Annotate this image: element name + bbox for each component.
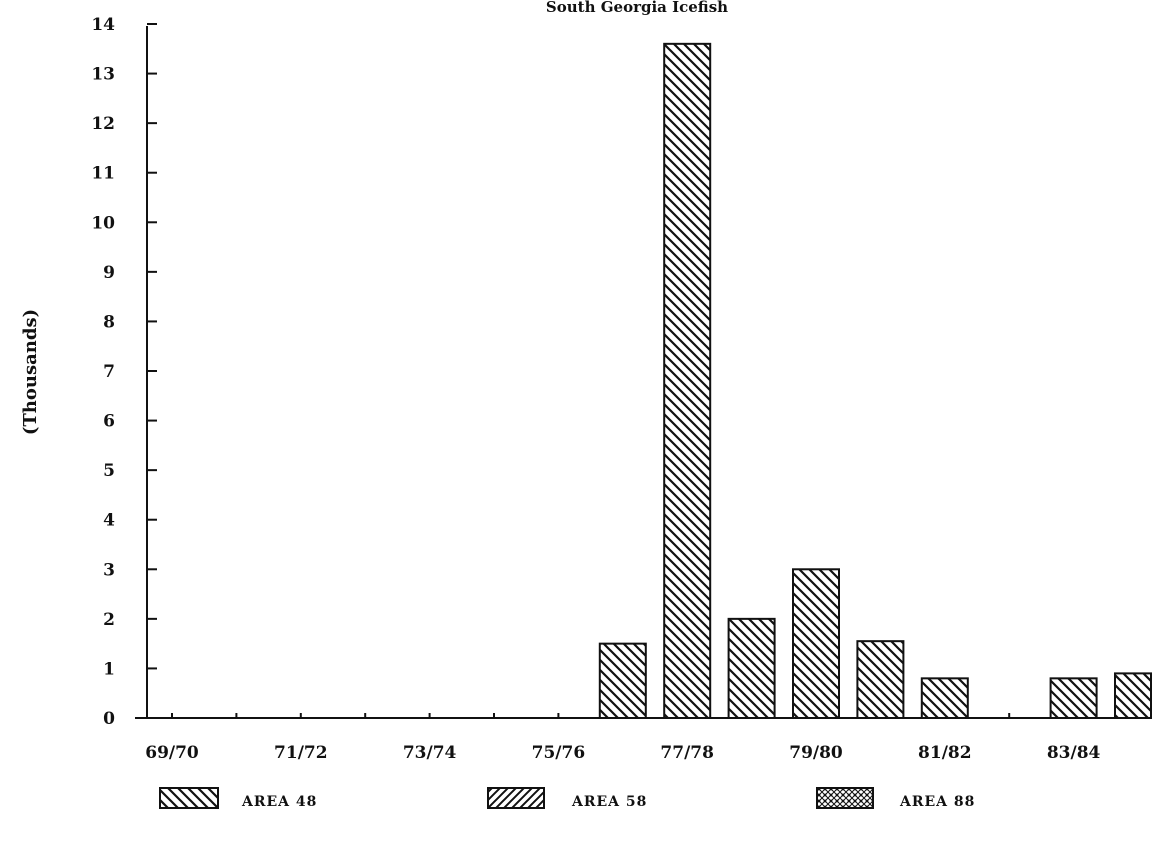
y-tick-label: 3 (103, 560, 115, 580)
y-tick-label: 0 (103, 709, 115, 729)
y-tick-label: 6 (103, 412, 115, 432)
bar-area-48-84-85 (1114, 672, 1152, 720)
bar-area-48-79-80 (792, 568, 840, 719)
chart-title: South Georgia Icefish (546, 0, 728, 16)
y-tick-label: 13 (91, 65, 115, 85)
y-tick-label: 4 (103, 511, 115, 531)
y-tick-label: 14 (91, 15, 115, 35)
legend: AREA 48 AREA 58 AREA 88 (159, 787, 975, 810)
legend-item-area-48: AREA 48 (159, 787, 317, 810)
y-tick-label: 1 (103, 659, 115, 679)
y-tick-label: 2 (103, 610, 115, 630)
y-axis-label: (Thousands) (20, 309, 41, 435)
bar-area-48-80-81 (856, 640, 905, 720)
legend-label-area-48: AREA 48 (241, 794, 317, 810)
legend-swatch-area-58 (487, 787, 545, 809)
x-tick-label: 75/76 (532, 743, 586, 763)
bar-area-48-81-82 (920, 677, 969, 719)
y-tick-label: 5 (103, 461, 115, 481)
y-tick-label: 10 (91, 213, 115, 233)
bar-area-48-77-78 (663, 42, 712, 720)
legend-item-area-88: AREA 88 (816, 787, 975, 810)
y-tick-label: 9 (103, 263, 115, 283)
y-tick-label: 7 (103, 362, 115, 382)
x-ticks: 69/70 71/72 73/74 75/76 77/78 79/80 81/82 83/84 (145, 713, 1139, 763)
x-tick-label: 83/84 (1047, 743, 1101, 763)
y-tick-label: 8 (103, 312, 115, 332)
x-tick-label: 77/78 (660, 743, 714, 763)
legend-label-area-58: AREA 58 (571, 794, 647, 810)
axes (135, 26, 1152, 719)
bar-area-48-83-84 (1049, 677, 1098, 719)
x-tick-label: 81/82 (918, 743, 972, 763)
x-tick-label: 71/72 (274, 743, 328, 763)
y-tick-label: 11 (91, 164, 115, 184)
bar-area-48-76-77 (598, 642, 647, 720)
x-tick-label: 73/74 (403, 743, 457, 763)
legend-label-area-88: AREA 88 (899, 794, 975, 810)
x-tick-label: 79/80 (789, 743, 843, 763)
x-tick-label: 69/70 (145, 743, 199, 763)
y-tick-label: 12 (91, 114, 115, 134)
legend-item-area-58: AREA 58 (487, 787, 647, 810)
bars (598, 42, 1152, 720)
legend-swatch-area-88 (816, 787, 874, 809)
legend-swatch-area-48 (159, 787, 219, 809)
bar-area-48-78-79 (727, 617, 776, 719)
